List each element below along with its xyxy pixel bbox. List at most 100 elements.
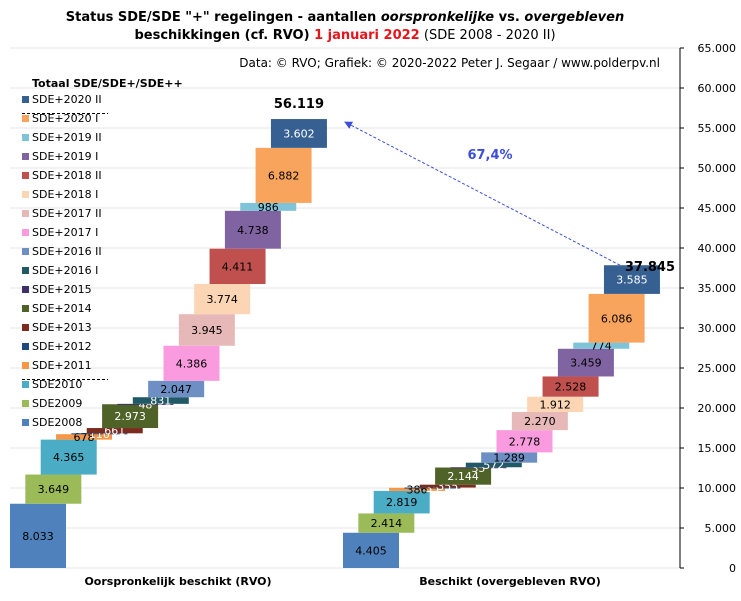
legend-entry: SDE+2014 xyxy=(32,302,92,315)
legend-entry: SDE2009 xyxy=(32,397,82,410)
data-label: 3.774 xyxy=(206,293,238,306)
legend-entry: SDE+2017 I xyxy=(32,226,98,239)
y-tick-label: 60.000 xyxy=(698,82,737,95)
legend-entry: SDE+2020 I xyxy=(32,112,98,125)
legend-swatch xyxy=(22,210,29,217)
data-label: 2.270 xyxy=(524,415,556,428)
data-label: 4.411 xyxy=(222,260,254,273)
bar xyxy=(450,467,507,469)
bar xyxy=(511,411,568,431)
data-label: 986 xyxy=(258,201,279,214)
total-label-remaining: 37.845 xyxy=(625,260,675,275)
bars: 8.0333.6494.3656781106612.973488312.0474… xyxy=(10,119,660,568)
bar xyxy=(148,380,205,398)
legend-entry: SDE+2019 I xyxy=(32,150,98,163)
bar xyxy=(343,532,399,568)
legend-swatch xyxy=(22,96,29,103)
data-label: 1.912 xyxy=(539,398,571,411)
bar xyxy=(178,314,235,346)
y-axis: 0 5.000 10.000 15.000 20.000 25.000 30.000 35.0… xyxy=(679,42,737,575)
bar xyxy=(435,467,492,485)
legend-entry: SDE+2016 I xyxy=(32,264,98,277)
legend-swatch xyxy=(22,324,29,331)
y-tick-label: 50.000 xyxy=(698,162,737,175)
source-note: Data: © RVO; Grafiek: © 2020-2022 Peter … xyxy=(239,56,660,70)
total-label-original: 56.119 xyxy=(274,97,324,112)
legend-entry: SDE+2018 II xyxy=(32,169,102,182)
data-label: 2.047 xyxy=(160,383,192,396)
legend-swatch xyxy=(22,286,29,293)
chart-title-line1: Status SDE/SDE "+" regelingen - aantalle… xyxy=(66,10,624,25)
bar xyxy=(389,487,446,491)
legend-swatch xyxy=(22,343,29,350)
data-label: 2.973 xyxy=(114,410,146,423)
legend-swatch xyxy=(22,134,29,141)
legend-entry: SDE2008 xyxy=(32,416,82,429)
bar xyxy=(373,490,430,514)
bar xyxy=(573,342,630,349)
legend-entry: SDE+2013 xyxy=(32,321,92,334)
bar xyxy=(465,462,522,468)
bar xyxy=(557,348,614,377)
data-label: 2.819 xyxy=(386,496,418,509)
y-tick-label: 65.000 xyxy=(698,42,737,55)
legend-entry: SDE+2018 I xyxy=(32,188,98,201)
y-tick-label: 55.000 xyxy=(698,122,737,135)
legend-swatch xyxy=(22,248,29,255)
bar xyxy=(603,265,660,294)
bar xyxy=(40,439,97,475)
data-label: 4.405 xyxy=(355,544,387,557)
data-label: 831 xyxy=(150,395,171,408)
data-label: 1.289 xyxy=(493,452,525,465)
data-label: 4.738 xyxy=(237,224,269,237)
y-tick-label: 10.000 xyxy=(698,482,737,495)
data-label: 774 xyxy=(591,340,612,353)
legend-entry: SDE+2016 II xyxy=(32,245,102,258)
y-tick-label: 30.000 xyxy=(698,322,737,335)
bar xyxy=(404,487,461,489)
y-tick-label: 15.000 xyxy=(698,442,737,455)
bar xyxy=(163,345,220,381)
chart-title-line2: beschikkingen (cf. RVO) 1 januari 2022 (… xyxy=(134,28,555,43)
y-tick-label: 20.000 xyxy=(698,402,737,415)
legend-swatch xyxy=(22,267,29,274)
legend-swatch xyxy=(22,419,29,426)
legend: SDE+2020 II SDE+2020 I SDE+2019 II SDE+2019… xyxy=(22,93,108,429)
legend-entry: SDE2010 xyxy=(32,378,82,391)
legend-entry: SDE+2015 xyxy=(32,283,92,296)
data-label: 6.882 xyxy=(268,169,300,182)
data-label: 8.033 xyxy=(22,530,54,543)
bar xyxy=(527,396,584,412)
legend-swatch xyxy=(22,191,29,198)
legend-entry: SDE+2019 II xyxy=(32,131,102,144)
y-tick-label: 35.000 xyxy=(698,282,737,295)
legend-swatch xyxy=(22,305,29,312)
data-label: 6.086 xyxy=(601,312,633,325)
legend-swatch xyxy=(22,381,29,388)
grid-lines xyxy=(10,47,680,569)
bar xyxy=(358,513,415,533)
bar xyxy=(224,210,281,249)
data-label: 2.144 xyxy=(447,470,479,483)
y-tick-label: 25.000 xyxy=(698,362,737,375)
y-tick-label: 5.000 xyxy=(705,522,737,535)
data-label: 3.585 xyxy=(616,274,648,287)
bar xyxy=(102,404,159,429)
y-tick-label: 40.000 xyxy=(698,242,737,255)
bar xyxy=(71,433,128,435)
ratio-label: 67,4% xyxy=(467,148,512,163)
data-label: 3.649 xyxy=(38,483,70,496)
legend-swatch xyxy=(22,362,29,369)
legend-entry: SDE+2020 II xyxy=(32,93,102,106)
ratio-arrow xyxy=(344,121,621,266)
legend-swatch xyxy=(22,172,29,179)
legend-swatch xyxy=(22,229,29,236)
bar xyxy=(481,452,538,463)
legend-swatch xyxy=(22,153,29,160)
legend-entry: SDE+2017 II xyxy=(32,207,102,220)
bar xyxy=(419,484,476,488)
bar xyxy=(240,202,297,211)
group-label-remaining: Beschikt (overgebleven RVO) xyxy=(419,575,600,588)
legend-entry: SDE+2012 xyxy=(32,340,92,353)
